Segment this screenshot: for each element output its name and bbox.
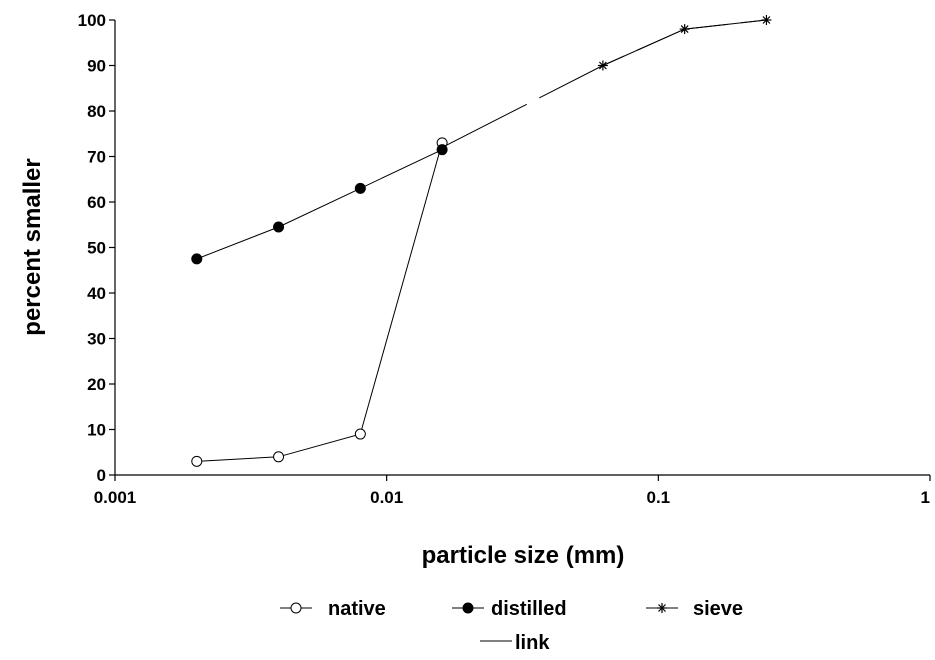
series-link: [441, 19, 767, 148]
legend-label-sieve: sieve: [693, 598, 743, 620]
x-tick-label: 0.01: [370, 488, 403, 507]
legend-item-distilled: distilled: [452, 598, 567, 620]
legend-item-link: link: [480, 632, 550, 654]
x-tick-label: 0.1: [647, 488, 671, 507]
point-distilled: [191, 253, 203, 265]
legend-marker-native: [290, 602, 302, 614]
legend-label-link: link: [515, 632, 550, 654]
series-sieve: [597, 15, 772, 71]
y-axis-title: percent smaller: [19, 158, 46, 335]
y-tick-label: 50: [87, 239, 106, 258]
series-line-native: [196, 142, 443, 462]
point-native: [191, 455, 203, 467]
y-tick-label: 100: [78, 11, 106, 30]
point-native: [273, 451, 285, 463]
y-tick-label: 90: [87, 57, 106, 76]
legend-label-native: native: [328, 598, 386, 620]
x-tick-label: 1: [921, 488, 930, 507]
x-tick-label: 0.001: [94, 488, 137, 507]
legend-marker-sieve: [657, 603, 667, 613]
y-tick-label: 60: [87, 193, 106, 212]
legend-marker-distilled: [462, 602, 474, 614]
series-native: [191, 137, 448, 467]
y-tick-label: 30: [87, 330, 106, 349]
point-distilled: [354, 182, 366, 194]
legend: native distilled sieve link: [280, 598, 743, 654]
legend-item-sieve: sieve: [646, 598, 743, 620]
series-distilled: [191, 144, 448, 265]
point-sieve: [761, 15, 772, 25]
ticks: 0 10 20 30 40 50 60 70 80 90 100 0.001 0.01 0.1 1: [78, 11, 931, 507]
y-tick-label: 0: [97, 466, 106, 485]
y-tick-label: 40: [87, 284, 106, 303]
point-distilled: [436, 144, 448, 156]
series-layer: [191, 15, 772, 467]
x-axis-title: particle size (mm): [422, 542, 625, 569]
y-tick-label: 80: [87, 102, 106, 121]
series-line-link: [441, 19, 767, 148]
y-tick-label: 70: [87, 148, 106, 167]
y-tick-label: 10: [87, 421, 106, 440]
axes: [114, 20, 930, 476]
legend-item-native: native: [280, 598, 386, 620]
point-distilled: [273, 221, 285, 233]
legend-label-distilled: distilled: [491, 598, 567, 620]
series-line-distilled: [196, 149, 443, 260]
point-native: [354, 428, 366, 440]
y-tick-label: 20: [87, 375, 106, 394]
